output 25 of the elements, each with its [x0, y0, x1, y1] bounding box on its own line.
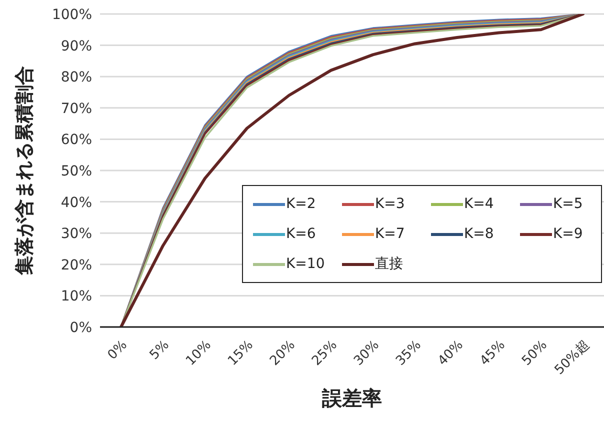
y-tick-label: 100% [52, 6, 92, 23]
x-axis-title: 誤差率 [321, 386, 382, 410]
x-tick-label: 5% [147, 338, 172, 363]
y-tick-label: 10% [60, 288, 92, 305]
y-tick-label: 40% [60, 194, 92, 211]
legend-label: K=7 [375, 226, 405, 242]
legend-label: K=2 [286, 196, 316, 212]
y-tick-label: 60% [60, 132, 92, 148]
y-tick-label: 50% [60, 163, 92, 180]
legend-label: K=6 [286, 226, 316, 242]
legend-label: K=10 [286, 256, 325, 272]
legend-label: K=9 [553, 226, 583, 242]
y-tick-label: 90% [60, 38, 92, 54]
y-tick-label: 80% [60, 70, 92, 86]
legend-label: K=8 [464, 226, 494, 242]
legend-label: K=4 [464, 196, 494, 212]
x-tick-label: 0% [105, 338, 130, 363]
legend-label: K=5 [553, 196, 583, 212]
y-tick-label: 0% [70, 320, 92, 336]
y-axis-title: 集落が含まれる累積割合 [14, 66, 36, 276]
y-tick-label: 70% [60, 100, 92, 117]
y-tick-label: 20% [60, 257, 92, 274]
legend-label: 直接 [375, 255, 403, 273]
legend-label: K=3 [375, 196, 405, 212]
y-tick-label: 30% [60, 226, 92, 242]
